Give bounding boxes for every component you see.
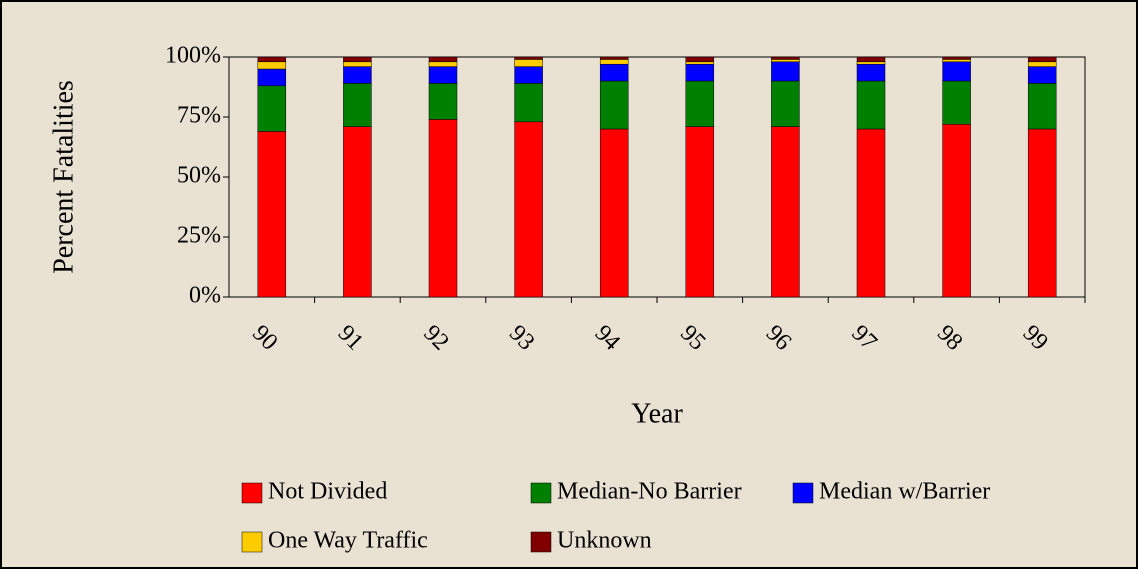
y-tick-label: 100% <box>165 43 221 69</box>
bar-segment <box>257 131 287 298</box>
bar-segment <box>599 59 629 65</box>
bar-segment <box>942 56 971 60</box>
bar-segment <box>771 126 800 298</box>
bar-segment <box>1027 66 1057 84</box>
bar-segment <box>856 63 886 82</box>
bar-segment <box>942 80 971 125</box>
bar-segment <box>685 80 715 127</box>
bar-segment <box>343 83 372 127</box>
bar-segment <box>257 68 287 87</box>
bar-segment <box>685 126 715 298</box>
bar-segment <box>856 56 886 63</box>
bar-segment <box>343 56 372 63</box>
bar-segment <box>771 59 800 63</box>
bar-segment <box>685 56 715 63</box>
bar-segment <box>1027 128 1057 298</box>
bar-segment <box>257 56 287 63</box>
bar-segment <box>343 61 372 67</box>
bar-segment <box>942 59 971 63</box>
bar-segment <box>428 83 458 120</box>
bar-segment <box>942 123 971 298</box>
bar-segment <box>1027 61 1057 67</box>
legend-swatch <box>530 482 552 504</box>
bar-segment <box>599 56 629 60</box>
bar-segment <box>257 85 287 132</box>
legend-swatch <box>792 482 814 504</box>
legend-swatch <box>530 531 552 553</box>
legend-swatch <box>241 531 263 553</box>
bar-segment <box>428 66 458 84</box>
bar-segment <box>685 63 715 82</box>
legend-label: Median-No Barrier <box>557 479 742 505</box>
bar-segment <box>599 128 629 298</box>
bar-segment <box>856 128 886 298</box>
bar-segment <box>1027 56 1057 63</box>
bar-segment <box>599 63 629 82</box>
bar-segment <box>942 61 971 82</box>
bar-segment <box>856 80 886 130</box>
legend-label: Not Divided <box>268 479 387 505</box>
legend-label: One Way Traffic <box>268 528 428 554</box>
bar-segment <box>771 80 800 127</box>
bar-segment <box>343 66 372 84</box>
legend-label: Unknown <box>557 528 652 554</box>
bar-segment <box>514 56 543 60</box>
bar-segment <box>856 61 886 65</box>
legend-swatch <box>241 482 263 504</box>
y-tick-label: 50% <box>177 163 221 189</box>
bar-segment <box>257 61 287 70</box>
bar-segment <box>685 61 715 65</box>
y-tick-label: 25% <box>177 223 221 249</box>
bar-segment <box>428 119 458 298</box>
bar-segment <box>514 83 543 123</box>
bar-segment <box>514 121 543 298</box>
legend-label: Median w/Barrier <box>819 479 990 505</box>
bar-segment <box>771 56 800 60</box>
bar-segment <box>1027 83 1057 130</box>
bar-segment <box>771 61 800 82</box>
bar-segment <box>514 66 543 84</box>
bar-segment <box>428 61 458 67</box>
bar-segment <box>599 80 629 130</box>
bar-segment <box>343 126 372 298</box>
x-axis-title: Year <box>631 398 683 429</box>
y-tick-label: 0% <box>189 283 221 309</box>
y-tick-label: 75% <box>177 103 221 129</box>
bar-segment <box>428 56 458 63</box>
bar-segment <box>514 59 543 67</box>
y-axis-title: Percent Fatalities <box>48 80 79 274</box>
